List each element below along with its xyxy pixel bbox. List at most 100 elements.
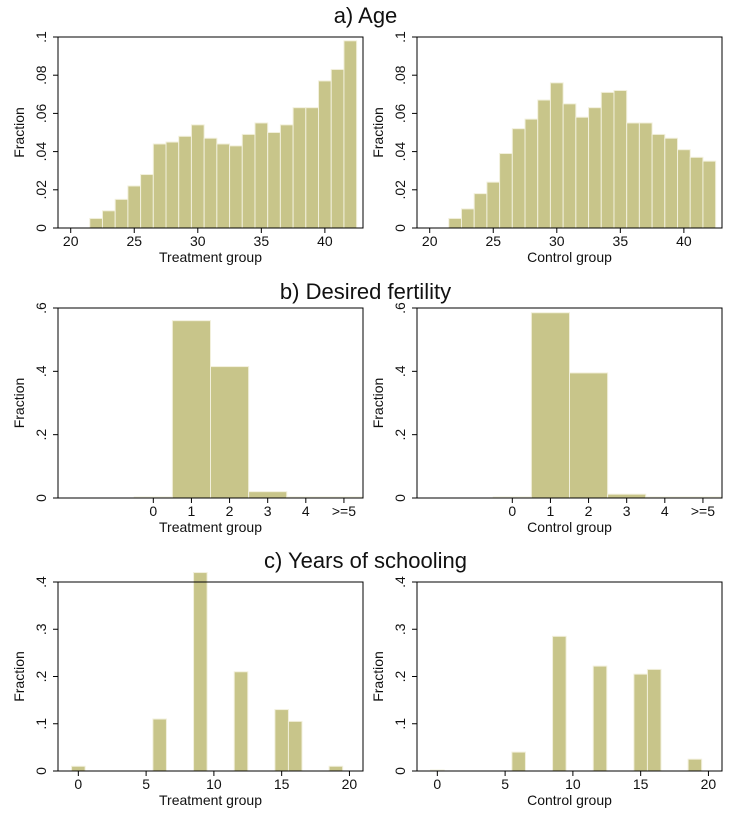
age-treatment-y-tick-label: .02: [33, 180, 49, 200]
age-treatment-bar: [305, 107, 320, 229]
schooling-treatment-y-tick-label: 0: [33, 767, 49, 775]
age-treatment-bar: [178, 135, 192, 229]
age-treatment-bar: [279, 124, 294, 229]
fertility-control-x-axis-title: Control group: [527, 519, 612, 535]
schooling-treatment-x-tick-label: 10: [206, 776, 222, 792]
schooling-treatment-y-tick-label: .1: [33, 718, 49, 730]
schooling-treatment-bar: [193, 572, 208, 772]
fertility-treatment-bar: [210, 366, 250, 499]
fertility-treatment-x-tick-label: 3: [264, 503, 272, 519]
schooling-treatment-bar: [287, 720, 303, 772]
schooling-treatment-x-tick-label: 5: [142, 776, 150, 792]
fertility-control-y-tick-label: .6: [392, 302, 408, 314]
age-control-bar: [664, 137, 679, 229]
age-control-bar: [549, 82, 564, 229]
age-treatment-bar: [216, 143, 231, 229]
age-treatment-x-tick-label: 20: [63, 233, 79, 249]
schooling-control-y-tick-label: 0: [392, 767, 408, 775]
fertility-control-x-tick-label: >=5: [691, 503, 715, 519]
age-control-bar: [613, 89, 628, 229]
age-control-bar: [677, 149, 691, 229]
age-control-y-tick-label: 0: [392, 224, 408, 232]
schooling-treatment-y-tick-label: .2: [33, 670, 49, 682]
schooling-treatment-bar: [274, 709, 289, 772]
age-treatment-plot-frame: [57, 36, 364, 229]
fertility-control-y-tick-label: 0: [392, 494, 408, 502]
age-treatment-y-axis-title: Fraction: [11, 107, 27, 158]
age-control-x-tick-label: 40: [676, 233, 692, 249]
age-control-y-tick-label: .08: [392, 65, 408, 85]
age-control-bar: [511, 128, 526, 229]
age-treatment-y-tick-label: .04: [33, 142, 49, 162]
section-title-age: a) Age: [333, 3, 398, 28]
schooling-control-x-tick-label: 20: [701, 776, 717, 792]
schooling-control-y-axis-title: Fraction: [370, 651, 386, 702]
age-treatment-bar: [203, 137, 218, 229]
schooling-treatment-y-tick-label: .4: [33, 576, 49, 588]
fertility-control-plot-frame: [416, 307, 723, 499]
fertility-treatment-x-tick-label: 1: [188, 503, 196, 519]
age-treatment-bar: [152, 143, 167, 229]
fertility-control-x-tick-label: 4: [661, 503, 669, 519]
schooling-treatment-x-axis-title: Treatment group: [159, 792, 262, 808]
schooling-treatment-y-tick-label: .3: [33, 623, 49, 635]
schooling-control-bar: [552, 635, 567, 772]
schooling-control-bar: [633, 673, 648, 772]
age-control-bar: [460, 208, 475, 229]
fertility-treatment-y-axis-title: Fraction: [11, 378, 27, 429]
schooling-control-y-tick-label: .3: [392, 623, 408, 635]
fertility-control-y-axis-title: Fraction: [370, 378, 386, 429]
age-control-bar: [575, 116, 590, 229]
age-treatment-bar: [127, 185, 142, 229]
fertility-control-bar: [530, 312, 570, 499]
age-treatment-bar: [318, 80, 332, 229]
fertility-treatment-x-axis-title: Treatment group: [159, 519, 262, 535]
schooling-control-bar: [592, 665, 608, 772]
age-treatment-x-tick-label: 40: [317, 233, 333, 249]
schooling-control-x-axis-title: Control group: [527, 792, 612, 808]
age-treatment-bar: [254, 122, 269, 229]
fertility-control-x-tick-label: 3: [623, 503, 631, 519]
age-treatment-bar: [267, 132, 281, 229]
fertility-treatment-y-tick-label: 0: [33, 494, 49, 502]
schooling-treatment-bar: [71, 765, 86, 772]
age-control-plot-frame: [416, 36, 723, 229]
fertility-control-bar: [569, 372, 609, 499]
age-control-x-tick-label: 25: [485, 233, 501, 249]
age-control-x-tick-label: 35: [613, 233, 629, 249]
age-treatment-x-tick-label: 30: [190, 233, 206, 249]
age-treatment-bar: [140, 174, 154, 229]
fertility-control-y-tick-label: .4: [392, 365, 408, 377]
age-control-bar: [473, 193, 488, 229]
age-treatment-bar: [165, 141, 180, 229]
schooling-treatment-bar: [233, 671, 249, 772]
schooling-treatment-x-tick-label: 15: [274, 776, 290, 792]
age-treatment-bar: [89, 217, 103, 229]
age-treatment-bar: [330, 68, 345, 229]
age-control-bar: [448, 217, 462, 229]
age-control-bar: [562, 103, 577, 229]
age-control-bar: [600, 91, 615, 229]
age-control-bar: [689, 156, 704, 229]
age-control-bar: [524, 118, 539, 229]
fertility-treatment-bar: [248, 491, 288, 499]
fertility-treatment-x-tick-label: >=5: [332, 503, 356, 519]
age-treatment-y-tick-label: .06: [33, 103, 49, 123]
schooling-control-x-tick-label: 10: [565, 776, 581, 792]
age-control-bar: [638, 122, 653, 229]
fertility-treatment-plot-frame: [57, 307, 364, 499]
fertility-control-x-tick-label: 0: [508, 503, 516, 519]
age-control-y-axis-title: Fraction: [370, 107, 386, 158]
age-treatment-y-tick-label: 0: [33, 224, 49, 232]
fertility-treatment-y-tick-label: .2: [33, 429, 49, 441]
age-treatment-bar: [101, 210, 116, 229]
age-treatment-bar: [343, 40, 358, 229]
fertility-control-x-tick-label: 1: [547, 503, 555, 519]
age-control-bar: [702, 160, 717, 229]
age-control-x-tick-label: 20: [422, 233, 438, 249]
age-control-bar: [626, 122, 640, 229]
age-control-y-tick-label: .1: [392, 31, 408, 43]
age-control-bar: [537, 99, 551, 229]
schooling-control-bar: [511, 751, 526, 772]
